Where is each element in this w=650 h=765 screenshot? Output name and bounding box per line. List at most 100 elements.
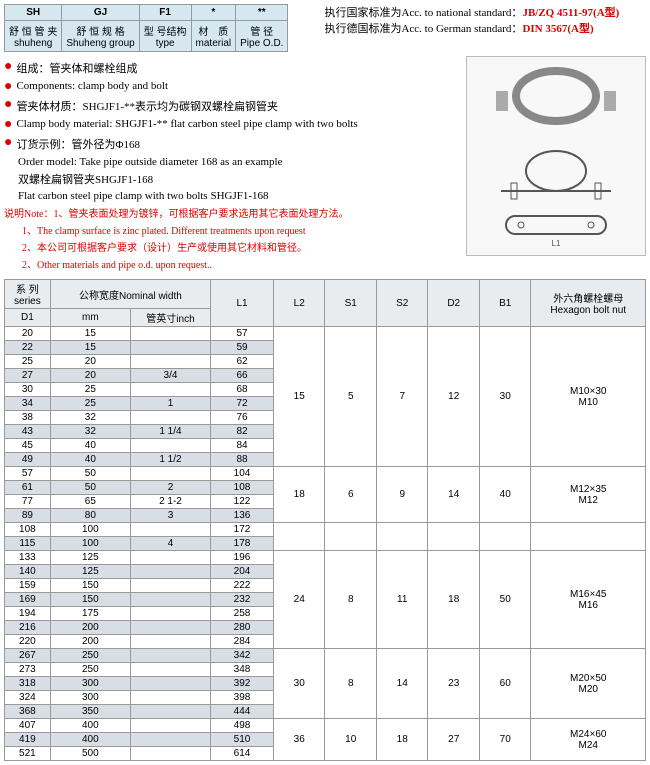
cell-mm: 25 (50, 397, 130, 411)
cell-mm: 20 (50, 355, 130, 369)
cell-l1: 59 (211, 341, 274, 355)
cell-mm: 125 (50, 551, 130, 565)
cell-d1: 27 (5, 369, 51, 383)
cell-mm: 100 (50, 537, 130, 551)
cell-d1: 407 (5, 719, 51, 733)
cell-inch (130, 733, 210, 747)
german-std-code: DIN 3567(A型) (522, 23, 593, 35)
table-row: 133125196248111850M16×45 M16 (5, 551, 646, 565)
cell-inch (130, 383, 210, 397)
cell-l1: 122 (211, 495, 274, 509)
cell-l1: 88 (211, 453, 274, 467)
german-std-label: 执行德国标准为Acc. to German standard： (324, 23, 522, 35)
cell-inch (130, 649, 210, 663)
clamp-photo-icon (481, 61, 631, 131)
col-l2: L2 (273, 280, 325, 327)
cell-inch (130, 677, 210, 691)
cell-d1: 38 (5, 411, 51, 425)
cell-bolt: M10×30 M10 (531, 327, 646, 467)
cell-b1 (479, 523, 531, 551)
cell-inch: 2 1-2 (130, 495, 210, 509)
cell-l1: 66 (211, 369, 274, 383)
cell-inch (130, 327, 210, 341)
cell-d1: 30 (5, 383, 51, 397)
cell-d2: 18 (428, 551, 480, 649)
cell-inch (130, 691, 210, 705)
code-col: SH (5, 5, 62, 21)
code-label: 舒 恒 管 夹shuheng (5, 21, 62, 52)
cell-d1: 115 (5, 537, 51, 551)
svg-text:L1: L1 (552, 239, 561, 248)
cell-b1: 40 (479, 467, 531, 523)
cell-mm: 125 (50, 565, 130, 579)
cell-mm: 32 (50, 411, 130, 425)
cell-inch (130, 565, 210, 579)
cell-inch (130, 467, 210, 481)
cell-l1: 104 (211, 467, 274, 481)
cell-inch: 2 (130, 481, 210, 495)
cell-s1: 6 (325, 467, 377, 523)
cell-d2 (428, 523, 480, 551)
cell-inch (130, 341, 210, 355)
cell-mm: 250 (50, 649, 130, 663)
cell-mm: 300 (50, 677, 130, 691)
cell-s1: 8 (325, 649, 377, 719)
cell-d1: 20 (5, 327, 51, 341)
cell-d1: 267 (5, 649, 51, 663)
col-l1: L1 (211, 280, 274, 327)
cell-mm: 150 (50, 593, 130, 607)
code-col: ** (236, 5, 288, 21)
bullet-dot-icon: ● (4, 60, 12, 74)
cell-bolt: M20×50 M20 (531, 649, 646, 719)
cell-mm: 150 (50, 579, 130, 593)
bullet-item: ●Components: clamp body and bolt (4, 80, 466, 94)
cell-mm: 200 (50, 621, 130, 635)
cell-d1: 318 (5, 677, 51, 691)
cell-l1: 196 (211, 551, 274, 565)
clamp-drawing-icon: L1 (481, 141, 631, 251)
cell-l1: 342 (211, 649, 274, 663)
cell-d1: 521 (5, 747, 51, 761)
table-row: 575010418691440M12×35 M12 (5, 467, 646, 481)
cell-d1: 61 (5, 481, 51, 495)
cell-inch (130, 439, 210, 453)
cell-l1: 84 (211, 439, 274, 453)
col-d1: D1 (5, 309, 51, 327)
bullet-dot-icon: ● (4, 118, 12, 132)
cell-mm: 175 (50, 607, 130, 621)
cell-l1: 222 (211, 579, 274, 593)
cell-inch (130, 593, 210, 607)
cell-l1: 510 (211, 733, 274, 747)
cell-inch: 3/4 (130, 369, 210, 383)
col-s2: S2 (376, 280, 428, 327)
cell-b1: 50 (479, 551, 531, 649)
cell-mm: 20 (50, 369, 130, 383)
cell-l2: 36 (273, 719, 325, 761)
table-row: 267250342308142360M20×50 M20 (5, 649, 646, 663)
cell-b1: 70 (479, 719, 531, 761)
table-row: 4074004983610182770M24×60 M24 (5, 719, 646, 733)
cell-s2: 18 (376, 719, 428, 761)
cell-inch (130, 523, 210, 537)
cell-mm: 15 (50, 341, 130, 355)
cell-inch: 4 (130, 537, 210, 551)
cell-d1: 25 (5, 355, 51, 369)
cell-l1: 204 (211, 565, 274, 579)
cell-l2: 30 (273, 649, 325, 719)
cell-mm: 40 (50, 453, 130, 467)
cell-mm: 25 (50, 383, 130, 397)
description-block: ●组成：管夹体和螺栓组成●Components: clamp body and … (4, 56, 466, 273)
cell-d1: 77 (5, 495, 51, 509)
bullet-dot-icon: ● (4, 136, 12, 150)
cell-l1: 82 (211, 425, 274, 439)
cell-l1: 498 (211, 719, 274, 733)
bullet-dot-icon: ● (4, 98, 12, 112)
col-nominal: 公称宽度Nominal width (50, 280, 210, 309)
cell-l2: 24 (273, 551, 325, 649)
table-row: 20155715571230M10×30 M10 (5, 327, 646, 341)
cell-mm: 350 (50, 705, 130, 719)
cell-inch (130, 411, 210, 425)
national-std-label: 执行国家标准为Acc. to national standard： (324, 7, 522, 19)
cell-l1: 62 (211, 355, 274, 369)
cell-d1: 216 (5, 621, 51, 635)
